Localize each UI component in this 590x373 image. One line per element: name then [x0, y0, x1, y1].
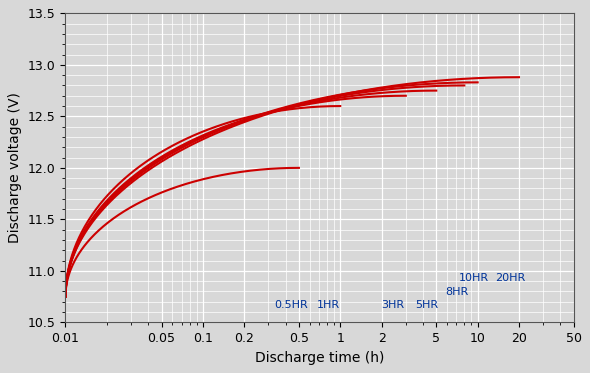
X-axis label: Discharge time (h): Discharge time (h): [255, 351, 384, 365]
Text: 8HR: 8HR: [445, 286, 468, 297]
Text: 20HR: 20HR: [496, 273, 526, 283]
Text: 1HR: 1HR: [317, 300, 340, 310]
Text: 10HR: 10HR: [459, 273, 489, 283]
Y-axis label: Discharge voltage (V): Discharge voltage (V): [8, 93, 22, 243]
Text: 5HR: 5HR: [415, 300, 438, 310]
Text: 3HR: 3HR: [382, 300, 405, 310]
Text: 0.5HR: 0.5HR: [274, 300, 308, 310]
